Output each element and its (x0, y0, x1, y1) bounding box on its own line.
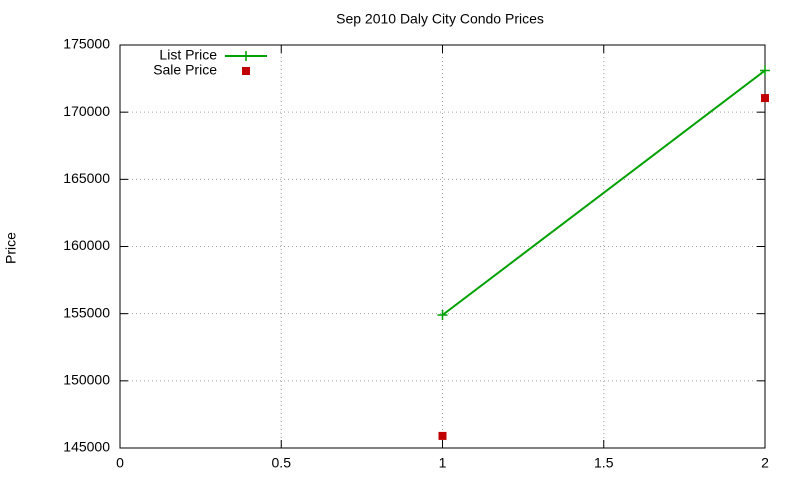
y-tick-label: 145000 (63, 439, 110, 455)
y-tick-label: 170000 (63, 103, 110, 119)
y-tick-label: 165000 (63, 170, 110, 186)
legend-swatch (241, 51, 251, 61)
point (438, 431, 447, 440)
x-tick-label: 1 (439, 455, 447, 471)
point (761, 94, 769, 103)
chart-title: Sep 2010 Daly City Condo Prices (336, 11, 544, 27)
y-tick-label: 155000 (63, 304, 110, 320)
y-tick-label: 175000 (63, 36, 110, 52)
legend-label: Sale Price (153, 62, 217, 78)
x-tick-label: 1.5 (594, 455, 614, 471)
point (760, 65, 770, 76)
y-axis-label: Price (3, 232, 19, 264)
legend-label: List Price (159, 47, 217, 63)
y-tick-label: 160000 (63, 237, 110, 253)
x-tick-label: 0 (116, 455, 124, 471)
y-tick-label: 150000 (63, 372, 110, 388)
legend-swatch (242, 67, 250, 75)
x-tick-label: 0.5 (272, 455, 292, 471)
x-tick-label: 2 (761, 455, 769, 471)
point (437, 310, 448, 321)
plot-border (119, 44, 766, 449)
line (441, 69, 766, 316)
